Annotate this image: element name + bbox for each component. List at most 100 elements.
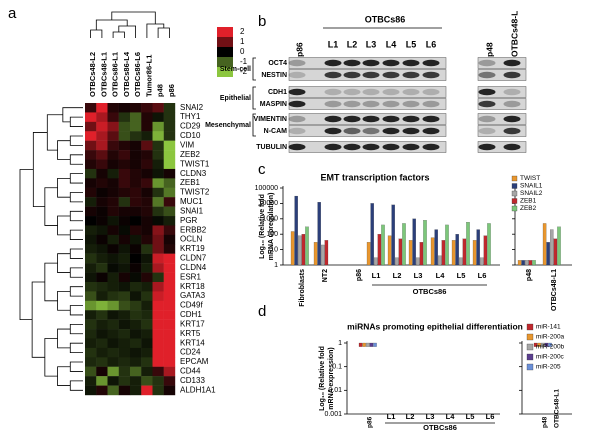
heatmap-cell (85, 263, 97, 273)
colorbar-label: 0 (240, 47, 245, 56)
lane-label: L3 (366, 39, 377, 49)
bar (480, 257, 484, 266)
heatmap-cell (107, 376, 119, 386)
legend-swatch (511, 175, 518, 182)
dendrogram-branch (57, 328, 71, 349)
heatmap-cell (152, 300, 164, 311)
heatmap-cell (118, 197, 131, 207)
x-tick-label: L1 (387, 412, 396, 421)
row-label: CD29 (180, 122, 201, 131)
bar (408, 240, 413, 266)
blot-band (362, 100, 380, 108)
bar (542, 223, 547, 266)
blot-strip (477, 57, 527, 69)
blot-band (503, 115, 521, 123)
heatmap-cell (163, 329, 176, 339)
heatmap-cell (163, 234, 176, 245)
bar (366, 242, 371, 266)
heatmap-cell (107, 225, 119, 236)
heatmap-cell (130, 253, 142, 264)
heatmap-cell (107, 168, 119, 179)
blot-strip (477, 69, 527, 81)
heatmap-cell (85, 150, 97, 160)
heatmap-cell (85, 385, 97, 396)
x-tick-label: p86 (356, 269, 363, 281)
y-axis-label: Log₁₀ (Relative fold (319, 346, 326, 411)
column-label: OTBCs86-L1 (111, 52, 120, 97)
blot-row-label: CDH1 (268, 89, 287, 96)
blot-band (324, 143, 342, 151)
y-tick-label: 0.1 (332, 364, 342, 371)
dendrogram-branch (62, 107, 83, 123)
x-tick-label: L2 (406, 412, 415, 421)
dendrogram-branch (69, 305, 83, 316)
heatmap-cell (107, 300, 119, 311)
dendrogram-branch (69, 323, 83, 335)
row-label: CDH1 (180, 310, 202, 319)
legend-swatch (526, 353, 534, 361)
legend-label: miR-200a (536, 334, 565, 341)
bar (550, 229, 554, 266)
heatmap-cell (141, 112, 153, 123)
bar (459, 257, 463, 266)
dendrogram-branch (31, 281, 45, 358)
row-label: ZEB1 (180, 178, 201, 187)
x-tick-label: L6 (486, 412, 495, 421)
heatmap-cell (107, 159, 119, 170)
heatmap-cell (163, 168, 176, 179)
bar (317, 202, 321, 266)
bar (533, 342, 538, 347)
legend-label: miR-141 (536, 324, 561, 331)
heatmap-cell (130, 187, 142, 198)
panel-label: b (258, 13, 266, 30)
blot-band (288, 100, 306, 108)
heatmap-cell (118, 300, 131, 311)
bar (487, 223, 491, 266)
heatmap-cell (152, 263, 164, 273)
bar (402, 223, 406, 266)
y-tick-label: 1 (338, 340, 342, 347)
colorbar-box (217, 67, 233, 77)
blot-band (382, 127, 400, 135)
dendrogram-branch (44, 338, 58, 377)
lane-label: L5 (406, 39, 417, 49)
bar (374, 257, 378, 266)
heatmap-cell (85, 121, 97, 132)
heatmap-cell (152, 168, 164, 179)
heatmap-cell (152, 112, 164, 123)
heatmap-cell (107, 150, 119, 160)
dendrogram-branch (69, 267, 83, 278)
heatmap-cell (107, 140, 119, 151)
heatmap-cell (107, 366, 119, 377)
heatmap-cell (85, 281, 97, 292)
blot-band (324, 88, 342, 96)
heatmap-cell (130, 225, 142, 236)
heatmap-cell (163, 366, 176, 377)
heatmap-cell (163, 197, 176, 207)
heatmap-cell (96, 112, 108, 123)
heatmap-cell (163, 131, 176, 141)
heatmap-cell (163, 103, 176, 113)
heatmap-cell (96, 319, 108, 330)
dendrogram-branch (69, 229, 83, 240)
bar (377, 234, 382, 266)
heatmap-cell (163, 150, 176, 160)
heatmap-cell (130, 121, 142, 132)
heatmap-cell (85, 357, 97, 367)
dendrogram-branch (69, 248, 83, 259)
blot-band (343, 59, 361, 67)
heatmap-cell (96, 263, 108, 273)
heatmap-cell (152, 357, 164, 367)
panel-label: c (258, 161, 266, 178)
heatmap-cell (152, 347, 164, 358)
heatmap-cell (163, 376, 176, 386)
heatmap-cell (96, 121, 108, 132)
heatmap-cell (107, 263, 119, 273)
column-label: p48 (156, 84, 165, 97)
lane-label: p86 (294, 42, 304, 57)
heatmap-cell (96, 244, 108, 254)
bar (298, 235, 302, 266)
bar (395, 257, 399, 266)
row-label: CD10 (180, 131, 201, 140)
